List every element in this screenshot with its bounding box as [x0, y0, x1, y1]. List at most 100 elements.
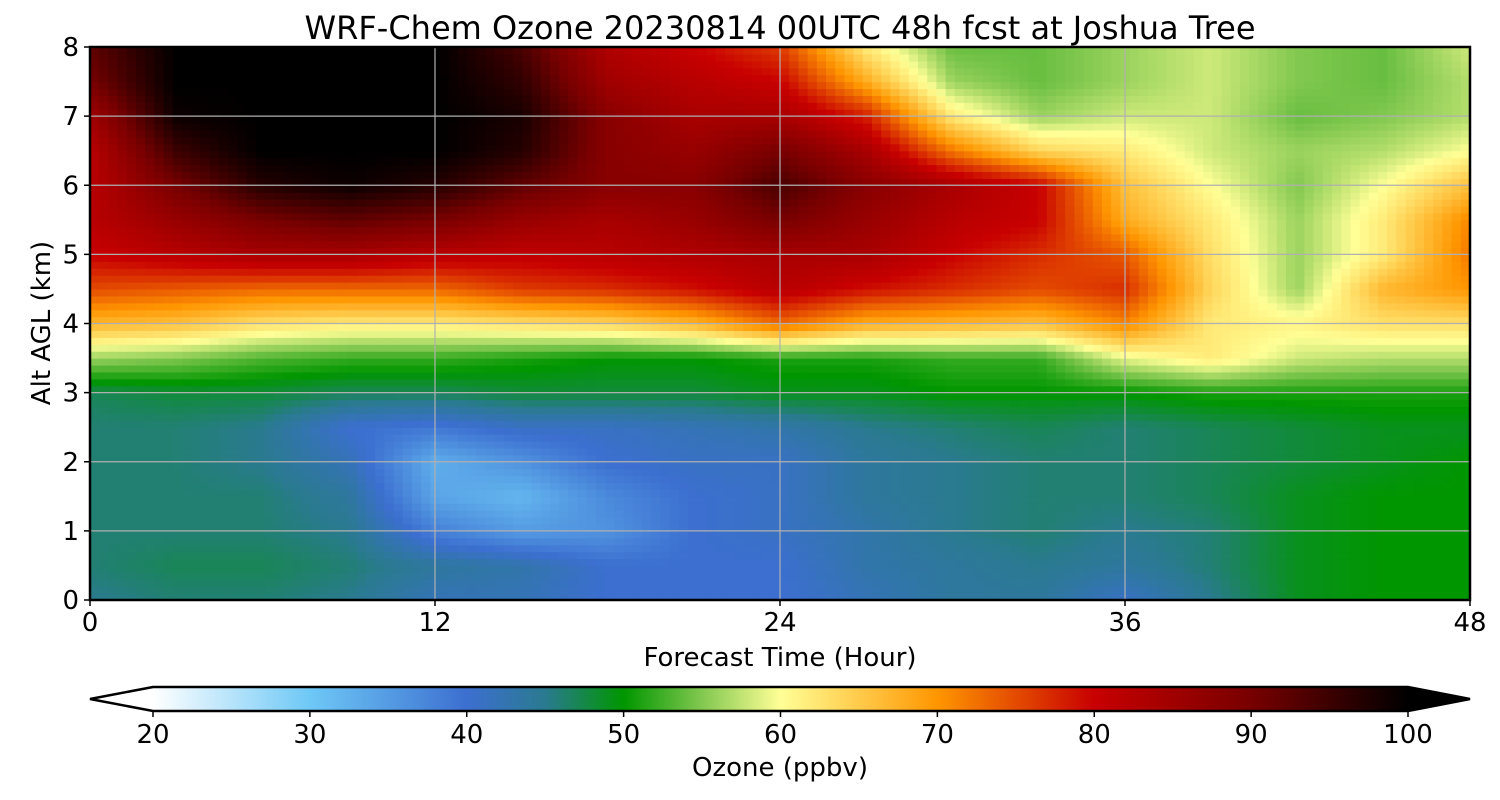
heatmap-cell [191, 461, 201, 470]
heatmap-cell [1286, 378, 1296, 387]
heatmap-cell [356, 530, 367, 539]
heatmap-cell [1387, 523, 1397, 532]
heatmap-cell [458, 406, 468, 414]
heatmap-cell [954, 378, 965, 387]
heatmap-cell [1083, 523, 1094, 532]
heatmap-cell [1010, 537, 1020, 546]
heatmap-cell [1442, 503, 1453, 511]
heatmap-cell [154, 565, 165, 573]
heatmap-cell [1405, 461, 1416, 470]
heatmap-cell [1111, 406, 1121, 414]
heatmap-cell [163, 537, 174, 546]
heatmap-cell [1433, 586, 1443, 594]
heatmap-cell [338, 523, 349, 532]
heatmap-cell [816, 586, 827, 594]
heatmap-cell [596, 510, 606, 518]
heatmap-cell [734, 378, 744, 387]
heatmap-cell [237, 378, 247, 387]
heatmap-cell [172, 593, 183, 600]
heatmap-cell [1304, 593, 1315, 600]
heatmap-cell [991, 420, 1002, 428]
heatmap-cell [991, 523, 1002, 532]
heatmap-cell [1074, 399, 1085, 408]
heatmap-cell [1240, 434, 1250, 442]
heatmap-cell [1212, 399, 1223, 408]
heatmap-cell [577, 413, 588, 421]
heatmap-cell [1433, 385, 1443, 394]
heatmap-cell [1092, 551, 1103, 560]
heatmap-cell [1184, 496, 1195, 504]
heatmap-cell [964, 517, 974, 525]
heatmap-cell [816, 371, 827, 380]
heatmap-cell [1065, 572, 1075, 580]
heatmap-cell [117, 565, 128, 573]
heatmap-cell [1387, 489, 1397, 497]
heatmap-cell [550, 371, 560, 380]
heatmap-cell [338, 558, 349, 567]
heatmap-cell [761, 468, 772, 477]
heatmap-cell [1322, 413, 1333, 421]
heatmap-cell [1286, 434, 1296, 442]
heatmap-cell [366, 441, 376, 449]
heatmap-cell [1387, 413, 1397, 421]
heatmap-cell [1433, 454, 1443, 463]
heatmap-cell [1037, 447, 1048, 456]
heatmap-cell [1249, 447, 1259, 456]
heatmap-cell [1433, 523, 1443, 532]
heatmap-cell [301, 530, 312, 539]
heatmap-cell [550, 454, 560, 463]
heatmap-cell [1175, 454, 1186, 463]
heatmap-cell [292, 503, 303, 511]
heatmap-cell [1019, 558, 1029, 567]
heatmap-cell [1111, 413, 1121, 421]
heatmap-cell [283, 420, 293, 428]
heatmap-cell [421, 413, 431, 421]
heatmap-cell [1194, 447, 1204, 456]
heatmap-cell [623, 399, 634, 408]
heatmap-cell [384, 565, 395, 573]
heatmap-cell [1037, 406, 1048, 414]
heatmap-cell [1322, 510, 1333, 518]
heatmap-cell [393, 385, 404, 394]
heatmap-cell [642, 420, 652, 428]
heatmap-cell [862, 454, 873, 463]
heatmap-cell [1451, 420, 1462, 428]
heatmap-cell [982, 496, 993, 504]
heatmap-cell [366, 530, 376, 539]
heatmap-cell [255, 475, 266, 484]
heatmap-cell [172, 434, 183, 442]
heatmap-cell [375, 378, 385, 387]
heatmap-cell [559, 482, 569, 490]
heatmap-cell [596, 475, 606, 484]
heatmap-cell [1424, 413, 1434, 421]
heatmap-cell [991, 503, 1002, 511]
heatmap-cell [973, 558, 983, 567]
heatmap-cell [301, 406, 312, 414]
heatmap-cell [1378, 447, 1388, 456]
heatmap-cell [393, 544, 404, 553]
heatmap-cell [1460, 420, 1470, 428]
heatmap-cell [918, 468, 928, 477]
heatmap-cell [1332, 420, 1342, 428]
heatmap-cell [1368, 558, 1379, 567]
heatmap-cell [356, 399, 367, 408]
heatmap-cell [504, 468, 514, 477]
heatmap-cell [1166, 530, 1177, 539]
heatmap-cell [1341, 461, 1351, 470]
heatmap-cell [908, 392, 919, 401]
heatmap-cell [1221, 572, 1232, 580]
heatmap-cell [117, 385, 128, 394]
heatmap-cell [678, 496, 689, 504]
heatmap-cell [605, 572, 615, 580]
heatmap-cell [182, 551, 192, 560]
heatmap-cell [780, 468, 790, 477]
heatmap-cell [982, 586, 993, 594]
heatmap-cell [228, 413, 238, 421]
heatmap-cell [1359, 579, 1370, 587]
heatmap-cell [163, 593, 174, 600]
heatmap-cell [310, 454, 321, 463]
heatmap-cell [1157, 551, 1167, 560]
heatmap-cell [476, 475, 487, 484]
heatmap-cell [1111, 482, 1121, 490]
heatmap-cell [1212, 427, 1223, 435]
